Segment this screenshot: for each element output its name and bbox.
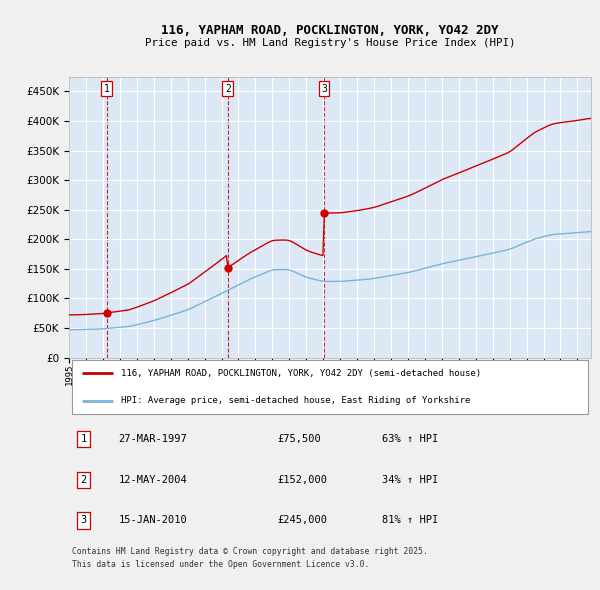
Text: Contains HM Land Registry data © Crown copyright and database right 2025.
This d: Contains HM Land Registry data © Crown c… [71, 546, 427, 569]
Text: 3: 3 [321, 84, 327, 94]
Text: 12-MAY-2004: 12-MAY-2004 [119, 475, 187, 485]
Text: 3: 3 [80, 516, 87, 526]
Text: 1: 1 [80, 434, 87, 444]
Text: 2: 2 [225, 84, 231, 94]
Text: £245,000: £245,000 [278, 516, 328, 526]
Text: 116, YAPHAM ROAD, POCKLINGTON, YORK, YO42 2DY: 116, YAPHAM ROAD, POCKLINGTON, YORK, YO4… [161, 24, 499, 37]
Text: 1: 1 [104, 84, 110, 94]
Text: 27-MAR-1997: 27-MAR-1997 [119, 434, 187, 444]
Text: HPI: Average price, semi-detached house, East Riding of Yorkshire: HPI: Average price, semi-detached house,… [121, 396, 470, 405]
Text: Price paid vs. HM Land Registry's House Price Index (HPI): Price paid vs. HM Land Registry's House … [145, 38, 515, 48]
Text: £75,500: £75,500 [278, 434, 322, 444]
Text: 116, YAPHAM ROAD, POCKLINGTON, YORK, YO42 2DY (semi-detached house): 116, YAPHAM ROAD, POCKLINGTON, YORK, YO4… [121, 369, 481, 378]
Text: 63% ↑ HPI: 63% ↑ HPI [382, 434, 439, 444]
Text: 34% ↑ HPI: 34% ↑ HPI [382, 475, 439, 485]
Text: 81% ↑ HPI: 81% ↑ HPI [382, 516, 439, 526]
Text: 15-JAN-2010: 15-JAN-2010 [119, 516, 187, 526]
Text: 2: 2 [80, 475, 87, 485]
Text: £152,000: £152,000 [278, 475, 328, 485]
FancyBboxPatch shape [71, 360, 589, 414]
